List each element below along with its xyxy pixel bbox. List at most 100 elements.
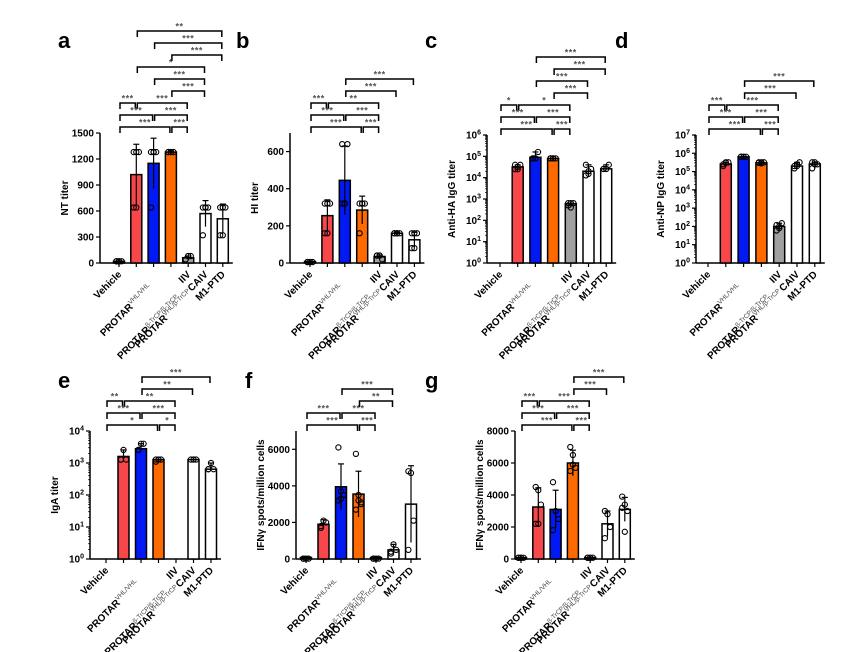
data-point — [199, 232, 207, 239]
y-tick-label: 6000 — [487, 459, 510, 470]
data-point — [532, 155, 539, 162]
significance-bracket — [708, 116, 744, 123]
data-point — [150, 148, 157, 156]
data-point — [373, 252, 381, 259]
data-point — [776, 225, 783, 232]
data-point — [411, 244, 418, 252]
bar-3 — [566, 462, 580, 560]
significance-label: *** — [365, 118, 377, 128]
bar-6 — [204, 468, 218, 560]
significance-label: *** — [174, 118, 186, 128]
data-point — [587, 554, 594, 561]
y-tick-label: 0 — [278, 259, 284, 270]
data-point — [202, 204, 209, 211]
significance-bracket — [106, 424, 159, 431]
data-point — [387, 548, 395, 555]
significance-label: *** — [317, 404, 329, 414]
y-tick-label: 101 — [466, 236, 481, 248]
data-point — [352, 450, 360, 458]
category-label: Vehicle — [92, 269, 124, 301]
panel-a: a 0 300 600 900 1200 1500 NT titer VehiclePROTAR… — [58, 22, 233, 362]
significance-label: *** — [574, 60, 586, 70]
data-point — [152, 458, 160, 465]
data-point — [217, 204, 224, 211]
data-point — [352, 506, 360, 513]
significance-label: *** — [711, 96, 723, 106]
significance-bracket — [123, 400, 176, 407]
data-point — [601, 535, 609, 542]
data-point — [407, 469, 415, 477]
significance-bracket — [306, 412, 341, 419]
data-point — [356, 230, 363, 237]
significance-bracket — [535, 80, 589, 87]
data-point — [569, 451, 577, 459]
y-tick-label: 106 — [466, 130, 481, 142]
y-tick-label: 105 — [675, 166, 690, 178]
significance-label: *** — [567, 404, 579, 414]
significance-bracket — [141, 376, 211, 383]
data-point — [619, 493, 626, 500]
significance-label: *** — [361, 380, 373, 390]
data-point — [304, 258, 311, 266]
y-tick-label: 8000 — [487, 427, 510, 438]
data-point — [387, 550, 395, 557]
data-point — [722, 159, 729, 166]
category-label: PROTARVHL/β-TrCP — [320, 584, 383, 647]
data-point — [567, 199, 574, 207]
category-label: PROTARVHL/β-TrCP — [534, 584, 597, 647]
significance-bracket — [362, 126, 380, 133]
significance-label: *** — [524, 392, 536, 402]
bar-6 — [808, 163, 822, 264]
y-axis-title: IFNγ spots/million cells — [256, 439, 267, 551]
data-point — [410, 517, 417, 524]
data-point — [357, 500, 365, 508]
y-tick-label: 2000 — [268, 518, 291, 529]
significance-label: *** — [521, 120, 533, 130]
significance-bracket — [119, 114, 154, 121]
significance-label: *** — [330, 118, 342, 128]
significance-bracket — [345, 78, 415, 85]
y-tick-label: 4000 — [268, 481, 291, 492]
significance-bracket — [743, 92, 797, 99]
panel-e: e 100 101 102 103 104 IgA titer Vehicle PROTARVH… — [50, 368, 221, 652]
data-point — [585, 170, 592, 178]
y-tick-label: 600 — [267, 147, 284, 158]
significance-label: * — [165, 416, 169, 426]
significance-bracket — [517, 104, 571, 111]
bar-3 — [755, 162, 768, 264]
significance-label: *** — [565, 84, 577, 94]
category-label: Vehicle — [494, 565, 526, 597]
data-point — [740, 153, 747, 160]
significance-label: ** — [349, 94, 357, 104]
data-point — [324, 200, 331, 207]
significance-label: *** — [576, 416, 588, 426]
data-point — [606, 523, 614, 531]
category-label: Vehicle — [681, 269, 713, 301]
y-tick-label: 101 — [69, 522, 84, 534]
bar-4 — [564, 202, 578, 264]
category-label: Vehicle — [79, 565, 111, 597]
significance-bracket — [306, 424, 359, 431]
significance-label: *** — [321, 106, 333, 116]
data-point — [370, 555, 377, 562]
significance-bracket — [171, 54, 223, 61]
y-tick-label: 100 — [675, 258, 690, 270]
data-point — [537, 501, 545, 508]
data-point — [300, 555, 307, 562]
significance-label: *** — [130, 106, 142, 116]
data-point — [621, 528, 628, 535]
y-tick-label: 100 — [69, 554, 84, 566]
data-point — [393, 230, 401, 237]
panel-letter: b — [236, 28, 249, 53]
significance-label: *** — [139, 118, 151, 128]
y-tick-label: 103 — [466, 194, 481, 206]
y-tick-label: 104 — [466, 172, 481, 184]
panel-letter: d — [615, 28, 628, 53]
data-point — [157, 456, 165, 463]
significance-label: *** — [558, 392, 570, 402]
significance-label: ** — [176, 22, 184, 32]
significance-label: *** — [156, 94, 168, 104]
significance-bracket — [743, 116, 779, 123]
significance-bracket — [573, 388, 608, 395]
data-point — [582, 161, 590, 168]
